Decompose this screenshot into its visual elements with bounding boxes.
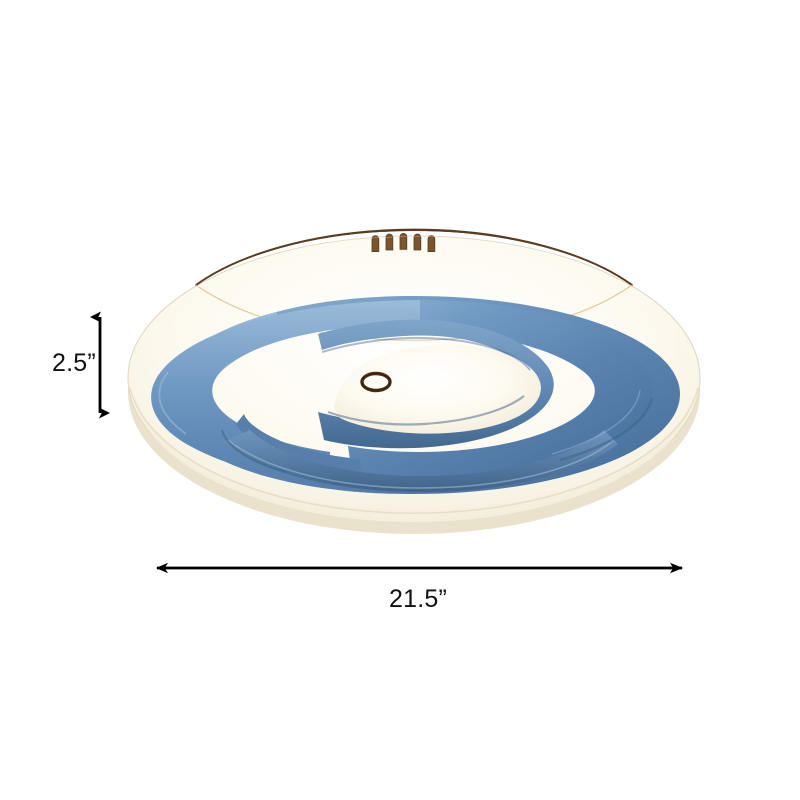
center-ring-icon — [360, 371, 392, 393]
blue-crescent-body — [151, 296, 680, 494]
lamp-top-rim — [195, 228, 633, 341]
width-dimension-label: 21.5” — [389, 585, 447, 613]
height-dimension-label: 2.5” — [52, 349, 96, 377]
diffuser-bottom-lip — [129, 387, 699, 522]
ventilation-slots — [371, 233, 436, 252]
